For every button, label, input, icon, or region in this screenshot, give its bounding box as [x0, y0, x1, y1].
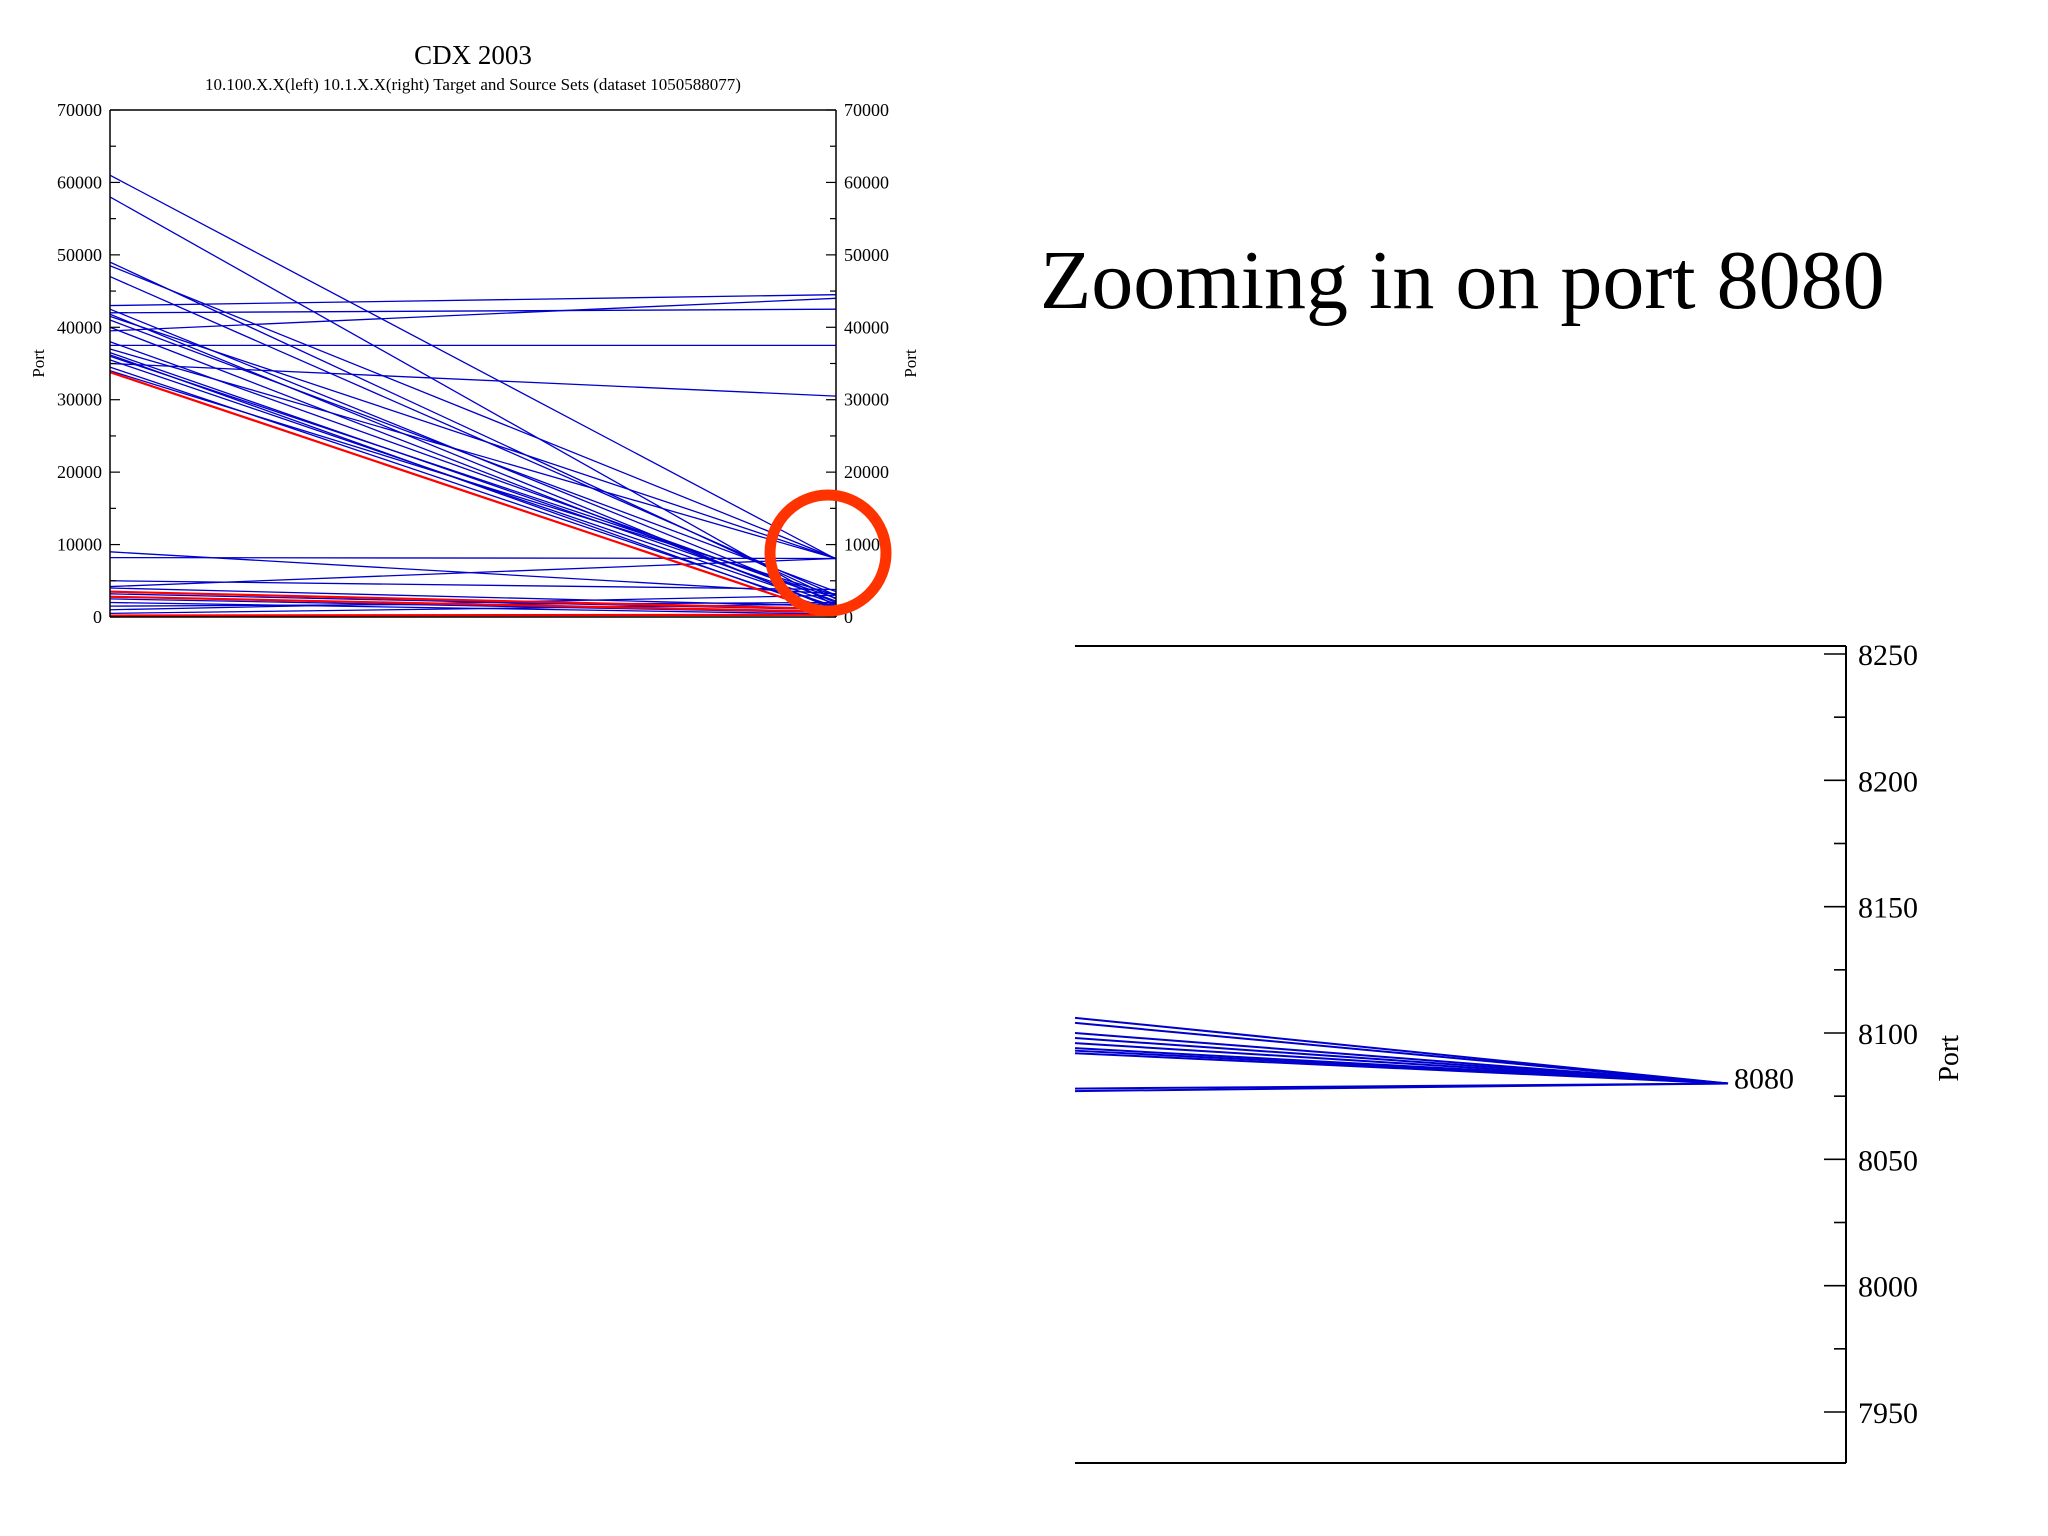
data-line-blue	[109, 352, 837, 605]
data-line-blue	[109, 265, 837, 560]
overview-chart: CDX 2003 10.100.X.X(left) 10.1.X.X(right)…	[29, 40, 920, 627]
data-line-blue	[109, 196, 837, 607]
left-axis-label: Port	[29, 349, 48, 378]
zoom-tick-label: 8200	[1858, 765, 1918, 798]
right-tick-label: 30000	[844, 390, 889, 410]
data-line-blue	[109, 174, 837, 560]
left-tick-label: 60000	[57, 172, 102, 192]
zoom-data-line	[1074, 1021, 1729, 1085]
data-line-blue	[109, 315, 837, 560]
zoom-data-line	[1074, 1082, 1729, 1093]
left-tick-label: 50000	[57, 245, 102, 265]
point-label: 8080	[1734, 1063, 1794, 1096]
zoom-tick-label: 8000	[1858, 1271, 1918, 1304]
data-line-blue	[109, 294, 837, 307]
data-line-blue	[109, 362, 837, 397]
data-line-red	[109, 371, 837, 617]
right-tick-label: 20000	[844, 462, 889, 482]
zoom-data-line	[1074, 1052, 1729, 1085]
data-line-blue	[109, 366, 837, 612]
data-line-blue	[109, 556, 837, 560]
right-tick-label: 50000	[844, 245, 889, 265]
data-line-blue	[109, 594, 837, 611]
chart-title: CDX 2003	[414, 40, 532, 70]
left-tick-label: 70000	[57, 100, 102, 120]
data-line-blue	[109, 348, 837, 560]
right-axis-label: Port	[901, 349, 920, 378]
zoom-chart: 7950 8000 8050 8100 8150 8200 8250 8080 Port	[1074, 639, 1965, 1464]
data-line-red	[109, 595, 837, 614]
chart-subtitle: 10.100.X.X(left) 10.1.X.X(right) Target …	[205, 75, 741, 94]
right-tick-label: 1000	[844, 535, 880, 555]
right-tick-label: 70000	[844, 100, 889, 120]
data-line-blue	[109, 557, 837, 588]
data-line-blue	[109, 275, 837, 596]
zoom-tick-label: 8150	[1858, 892, 1918, 925]
zoom-tick-label: 8050	[1858, 1144, 1918, 1177]
right-tick-label: 0	[844, 607, 853, 627]
left-tick-label: 20000	[57, 462, 102, 482]
data-line-red	[109, 613, 837, 617]
zoom-tick-label: 8250	[1858, 639, 1918, 672]
slide-heading: Zooming in on port 8080	[1040, 234, 1885, 327]
left-tick-label: 0	[93, 607, 102, 627]
data-line-blue	[109, 313, 837, 611]
left-tick-label: 40000	[57, 317, 102, 337]
data-line-blue	[109, 370, 837, 596]
data-line-blue	[109, 308, 837, 314]
data-line-blue	[109, 319, 837, 593]
data-line-red	[109, 590, 837, 611]
left-tick-label: 10000	[57, 535, 102, 555]
highlight-circle	[764, 489, 892, 617]
right-tick-label: 60000	[844, 172, 889, 192]
right-tick-label: 40000	[844, 317, 889, 337]
zoom-tick-label: 8100	[1858, 1018, 1918, 1051]
zoom-axis-label: Port	[1934, 1035, 1965, 1082]
zoom-tick-label: 7950	[1858, 1397, 1918, 1430]
left-tick-label: 30000	[57, 390, 102, 410]
data-line-blue	[109, 297, 837, 332]
